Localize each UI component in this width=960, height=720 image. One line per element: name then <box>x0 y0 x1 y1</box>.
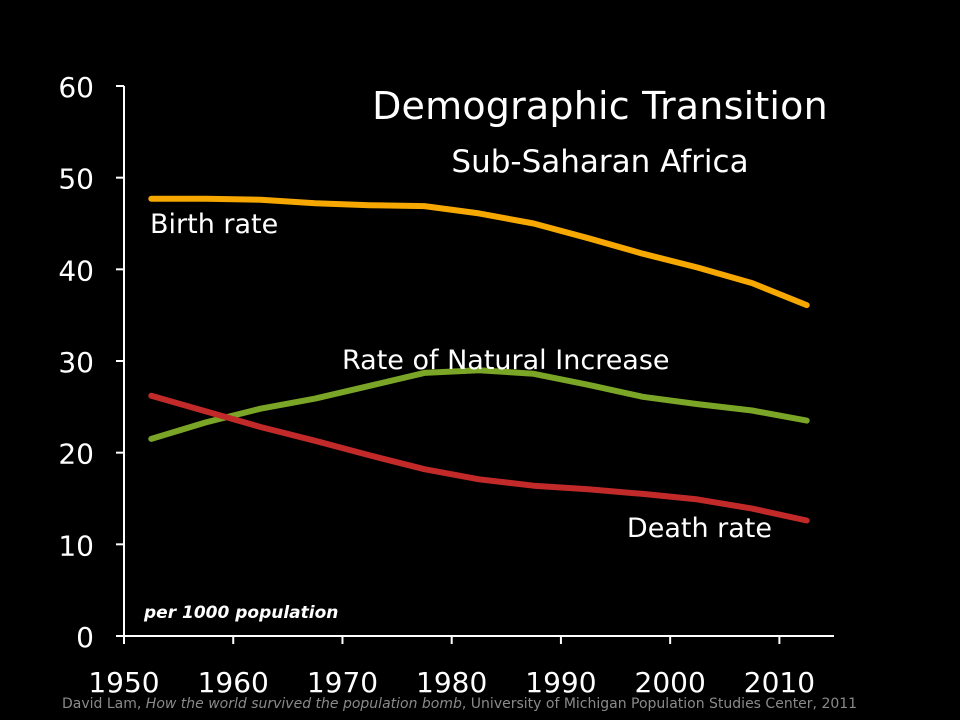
series-line-rate-of-natural-increase <box>148 367 810 442</box>
y-tick-label: 10 <box>58 529 94 562</box>
unit-note: per 1000 population <box>143 603 338 623</box>
series-line-birth-rate <box>148 195 810 309</box>
x-tick-label: 1960 <box>198 666 269 699</box>
y-tick-label: 30 <box>58 346 94 379</box>
y-tick-label: 40 <box>58 254 94 287</box>
y-tick-label: 50 <box>58 163 94 196</box>
y-tick-label: 60 <box>58 71 94 104</box>
x-tick-label: 1970 <box>307 666 378 699</box>
y-tick-label: 20 <box>58 438 94 471</box>
x-tick-label: 1980 <box>416 666 487 699</box>
chart-title: Demographic Transition <box>372 84 828 128</box>
series-label-rate-of-natural-increase: Rate of Natural Increase <box>342 345 670 376</box>
series-line-death-rate <box>148 392 810 524</box>
credit-author: David Lam, <box>62 696 146 712</box>
series-label-death-rate: Death rate <box>627 513 772 544</box>
y-tick-label: 0 <box>76 621 94 654</box>
x-tick-label: 2000 <box>635 666 706 699</box>
chart-subtitle: Sub-Saharan Africa <box>451 144 749 180</box>
x-tick-label: 1990 <box>525 666 596 699</box>
x-tick-label: 2010 <box>744 666 815 699</box>
source-credit: David Lam, How the world survived the po… <box>62 696 857 712</box>
credit-book: How the world survived the population bo… <box>145 696 462 712</box>
series-label-birth-rate: Birth rate <box>150 209 278 240</box>
x-tick-label: 1950 <box>88 666 159 699</box>
credit-rest: , University of Michigan Population Stud… <box>461 696 858 712</box>
